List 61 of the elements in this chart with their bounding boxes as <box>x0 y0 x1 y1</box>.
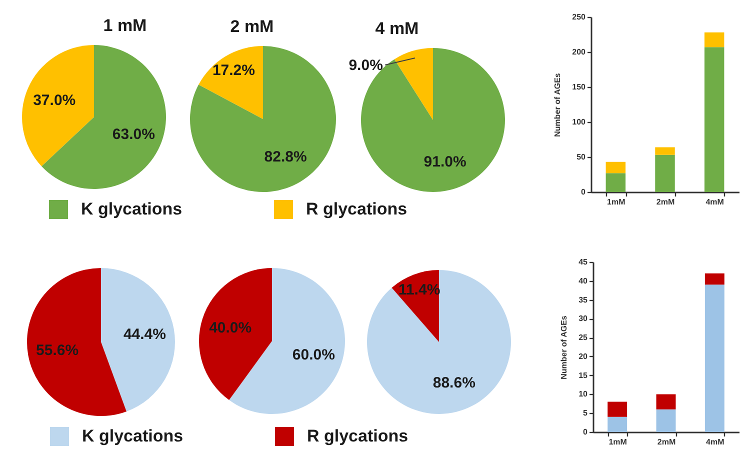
data-label: 63.0% <box>112 126 155 144</box>
chart-title: 4 mM <box>375 19 419 38</box>
pie-slice <box>198 46 263 119</box>
bar <box>608 416 628 432</box>
data-label: 9.0% <box>348 56 383 74</box>
bar <box>606 162 626 174</box>
y-tick-label: 30 <box>578 314 588 324</box>
legend-label: K glycations <box>82 426 184 446</box>
y-tick-label: 25 <box>578 333 588 342</box>
x-tick-label: 1mM <box>607 198 626 206</box>
x-tick-label: 2mM <box>657 438 676 446</box>
data-label: 40.0% <box>209 319 252 336</box>
bar <box>704 47 724 192</box>
y-tick-label: 100 <box>572 118 586 126</box>
bar <box>704 284 724 432</box>
data-label: 37.0% <box>33 92 76 109</box>
data-label: 44.4% <box>123 326 166 344</box>
y-tick-label: 40 <box>578 276 588 286</box>
data-label: 88.6% <box>432 374 476 392</box>
bar <box>655 154 675 192</box>
pie-slice <box>199 268 272 400</box>
x-tick-label: 4mM <box>706 198 724 206</box>
bar <box>608 402 628 417</box>
data-label: 17.2% <box>212 62 255 80</box>
x-tick-label: 1mM <box>608 438 628 446</box>
y-tick-label: 5 <box>583 408 588 418</box>
data-label: 55.6% <box>36 342 79 359</box>
bar <box>606 173 626 192</box>
y-tick-label: 0 <box>583 428 588 436</box>
y-tick-label: 10 <box>578 390 588 399</box>
pie-slice <box>367 270 511 414</box>
legend-label: K glycations <box>81 200 182 218</box>
chart-title: 2 mM <box>230 17 274 36</box>
y-tick-label: 200 <box>572 48 586 56</box>
bar <box>656 409 676 432</box>
data-label: 82.8% <box>264 148 307 166</box>
bar <box>655 147 675 155</box>
y-tick-label: 15 <box>578 370 588 380</box>
bar <box>704 273 724 285</box>
pie-slice <box>101 268 175 412</box>
y-tick-label: 250 <box>572 12 586 22</box>
legend-label: R glycations <box>307 426 408 446</box>
y-tick-label: 150 <box>572 82 586 92</box>
y-tick-label: 45 <box>578 258 588 266</box>
pie-slice <box>22 45 94 166</box>
data-label: 91.0% <box>424 153 466 170</box>
x-tick-label: 2mM <box>656 198 675 206</box>
chart-title: 1 mM <box>103 16 147 35</box>
x-tick-label: 4mM <box>706 438 725 446</box>
y-tick-label: 0 <box>581 188 586 196</box>
y-tick-label: 20 <box>578 352 588 361</box>
bar <box>656 394 676 410</box>
legend-label: R glycations <box>306 200 408 218</box>
y-tick-label: 35 <box>578 295 588 304</box>
y-axis-title: Number of AGEs <box>553 72 562 137</box>
pie-slice <box>190 46 336 192</box>
y-axis-title: Number of AGEs <box>560 315 569 380</box>
pie-slice <box>394 48 433 120</box>
y-tick-label: 50 <box>576 152 586 162</box>
data-label: 60.0% <box>292 346 335 364</box>
bar <box>704 32 724 48</box>
